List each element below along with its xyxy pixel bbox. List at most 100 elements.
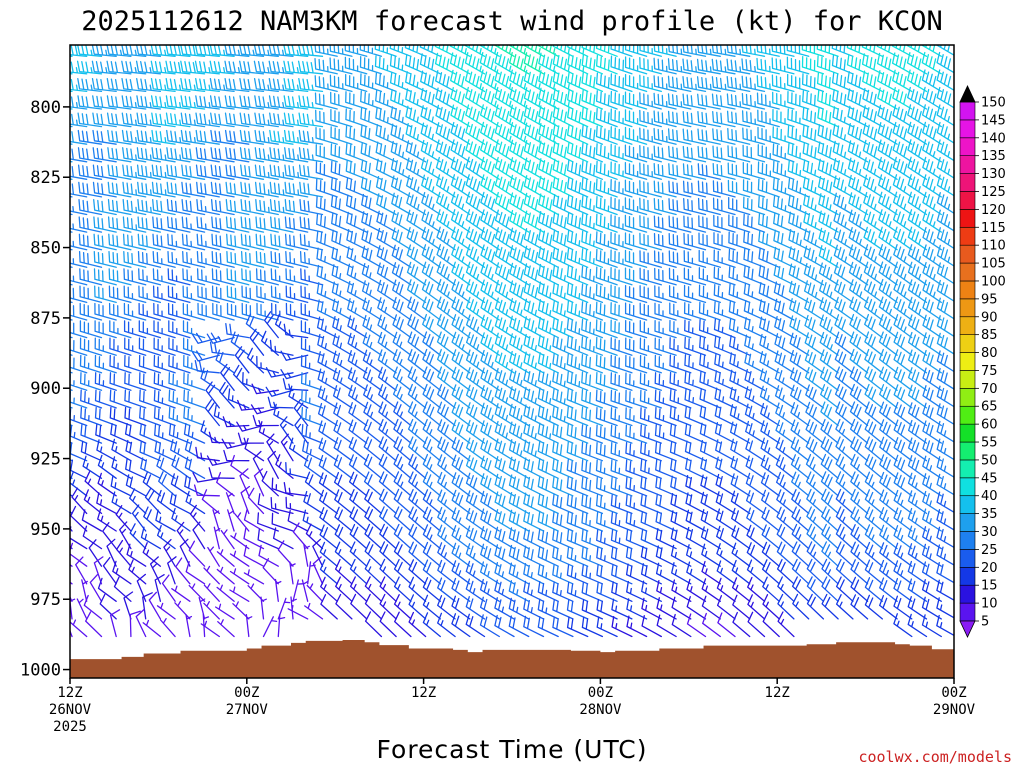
- wind-barb: [376, 245, 397, 268]
- wind-barb: [77, 45, 103, 57]
- wind-barb: [566, 318, 589, 339]
- wind-barb: [271, 477, 294, 497]
- wind-barb: [166, 164, 191, 180]
- wind-barb: [255, 268, 279, 286]
- wind-barb: [907, 419, 928, 444]
- wind-barb: [77, 112, 103, 128]
- wind-barb: [494, 121, 515, 145]
- wind-barb: [835, 523, 854, 550]
- wind-barb: [835, 453, 854, 479]
- wind-barb: [701, 560, 721, 585]
- wind-barb: [668, 250, 692, 268]
- wind-barb: [863, 296, 883, 321]
- wind-barb: [684, 405, 707, 427]
- wind-barb: [183, 354, 206, 374]
- wind-barb: [716, 595, 736, 620]
- wind-barb: [451, 261, 471, 286]
- wind-barb: [728, 266, 751, 286]
- wind-barb: [624, 144, 648, 163]
- wind-barb: [350, 593, 368, 620]
- wind-barb: [833, 209, 854, 233]
- wind-barb: [523, 333, 545, 356]
- wind-barb: [258, 544, 279, 567]
- wind-barb: [624, 214, 648, 233]
- wind-barb: [92, 95, 117, 110]
- wind-barb: [437, 436, 456, 462]
- wind-barb: [393, 488, 412, 515]
- wind-barb: [639, 407, 662, 427]
- wind-barb: [581, 195, 604, 216]
- wind-barb: [682, 45, 707, 57]
- wind-barb: [253, 77, 279, 93]
- wind-barb: [907, 349, 928, 374]
- wind-barb: [654, 267, 677, 286]
- wind-barb: [330, 143, 353, 163]
- wind-barb: [787, 142, 810, 163]
- wind-barb: [209, 77, 235, 93]
- wind-barb: [907, 244, 928, 268]
- wind-barb: [79, 302, 103, 321]
- wind-barb: [864, 331, 883, 356]
- wind-barb: [566, 511, 589, 532]
- wind-barb: [744, 334, 766, 356]
- wind-barb: [221, 438, 250, 449]
- wind-barb: [70, 148, 88, 163]
- wind-barb: [480, 526, 500, 550]
- wind-barb: [610, 442, 633, 462]
- wind-barb: [435, 87, 456, 110]
- wind-barb: [437, 454, 456, 479]
- wind-barb: [936, 526, 954, 549]
- wind-barb: [523, 87, 545, 110]
- wind-barb: [922, 437, 942, 462]
- wind-barb: [171, 507, 191, 532]
- wind-barb: [269, 199, 294, 216]
- wind-barb: [70, 205, 88, 216]
- wind-barb: [816, 72, 839, 93]
- wind-barb: [685, 544, 707, 567]
- wind-barb: [791, 576, 810, 602]
- wind-barb: [936, 473, 954, 496]
- wind-barb: [389, 71, 412, 93]
- wind-barb: [596, 581, 618, 602]
- wind-barb: [92, 112, 117, 128]
- wind-barb: [509, 386, 530, 409]
- wind-barb: [465, 578, 486, 602]
- wind-barb: [154, 440, 176, 462]
- wind-barb: [624, 302, 648, 321]
- wind-barb: [802, 159, 825, 180]
- wind-barb: [449, 52, 471, 75]
- wind-barb: [226, 285, 250, 304]
- wind-barb: [155, 509, 176, 532]
- wind-barb: [877, 87, 898, 110]
- wind-barb: [239, 129, 265, 145]
- wind-barb: [684, 371, 707, 391]
- wind-barb: [595, 178, 618, 198]
- wind-barb: [700, 474, 721, 497]
- wind-barb: [252, 414, 279, 427]
- wind-barb: [879, 524, 898, 550]
- wind-barb: [891, 52, 913, 75]
- wind-barb: [70, 373, 88, 391]
- y-tick-label: 850: [30, 239, 61, 259]
- wind-barb: [196, 250, 220, 268]
- wind-barb: [480, 261, 500, 286]
- wind-barb: [494, 473, 515, 497]
- wind-barb: [848, 226, 869, 251]
- wind-barb: [79, 285, 103, 304]
- wind-barb: [393, 506, 412, 532]
- wind-barb: [163, 538, 176, 567]
- wind-barb: [523, 298, 545, 321]
- wind-barb: [772, 143, 795, 163]
- wind-barb: [727, 162, 751, 180]
- wind-barb: [363, 453, 383, 479]
- wind-barb: [685, 492, 707, 515]
- wind-barb: [269, 112, 294, 128]
- wind-barb: [110, 475, 132, 497]
- wind-barb: [494, 45, 515, 57]
- wind-barb: [479, 561, 500, 585]
- wind-barb: [611, 615, 633, 638]
- colorbar-swatch: [959, 316, 976, 335]
- wind-barb: [450, 156, 471, 180]
- wind-barb: [363, 471, 383, 497]
- wind-barb: [850, 594, 869, 620]
